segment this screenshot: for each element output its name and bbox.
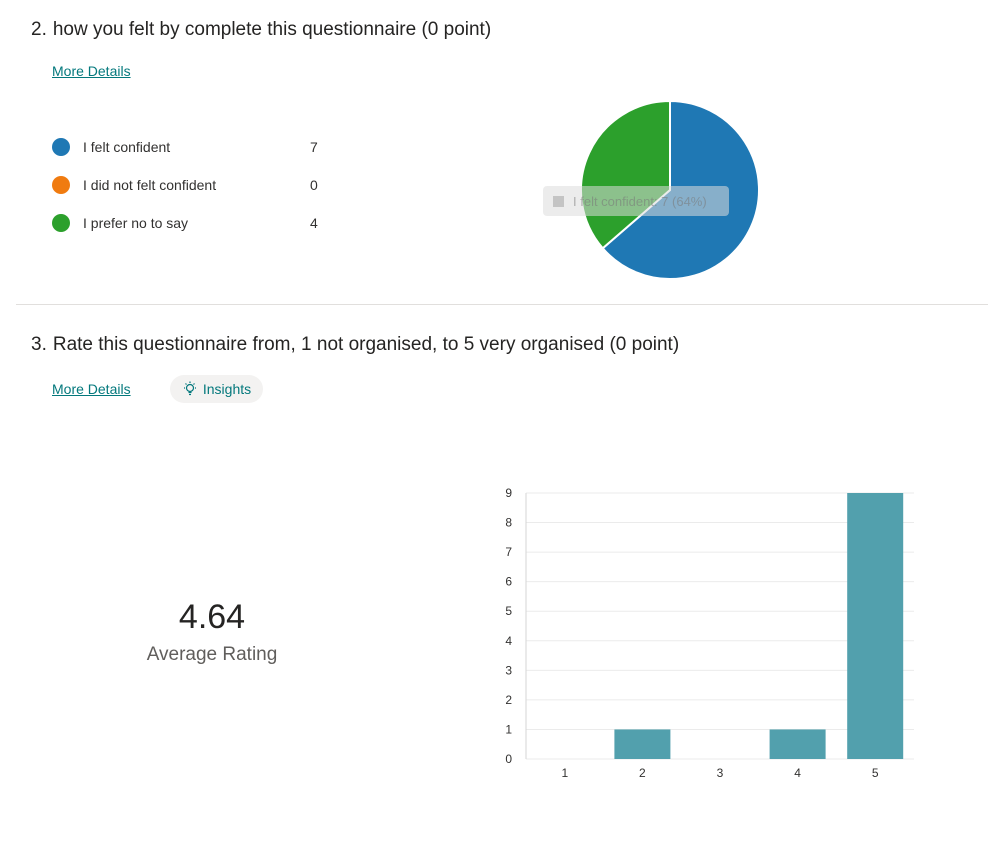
legend-label: I felt confident	[83, 139, 171, 155]
y-tick-label: 0	[505, 752, 512, 766]
legend-dot-icon	[52, 176, 70, 194]
y-tick-label: 3	[505, 663, 512, 677]
question-3-more-details-link[interactable]: More Details	[52, 381, 131, 397]
legend-label: I did not felt confident	[83, 177, 217, 193]
x-tick-label: 5	[872, 766, 879, 780]
x-tick-label: 3	[717, 766, 724, 780]
question-2-number: 2.	[31, 19, 47, 40]
question-2-more-details-link[interactable]: More Details	[52, 63, 131, 79]
bar[interactable]	[614, 729, 671, 759]
x-tick-label: 2	[639, 766, 646, 780]
pie-tooltip: I felt confident: 7 (64%)	[543, 186, 729, 216]
average-rating-label: Average Rating	[146, 644, 278, 665]
bar[interactable]	[769, 729, 826, 759]
x-tick-label: 4	[794, 766, 801, 780]
y-tick-label: 7	[505, 545, 512, 559]
legend-count: 0	[310, 177, 318, 193]
y-tick-label: 8	[505, 516, 512, 530]
lightbulb-icon	[183, 381, 196, 396]
legend-label: I prefer no to say	[83, 215, 189, 231]
y-tick-label: 6	[505, 575, 512, 589]
y-tick-label: 4	[505, 634, 512, 648]
y-tick-label: 2	[505, 693, 512, 707]
x-tick-label: 1	[561, 766, 568, 780]
insights-button[interactable]: Insights	[170, 375, 263, 403]
question-2-title: 2. how you felt by complete this question…	[31, 19, 491, 41]
y-tick-label: 5	[505, 604, 512, 618]
tooltip-swatch	[553, 195, 564, 207]
legend-item-felt-confident: I felt confident 7	[52, 137, 330, 157]
y-tick-label: 9	[505, 486, 512, 500]
tooltip-text: I felt confident: 7 (64%)	[573, 193, 707, 209]
legend-count: 4	[310, 215, 318, 231]
question-3-title: 3. Rate this questionnaire from, 1 not or…	[31, 334, 679, 356]
question-2-text: how you felt by complete this questionna…	[52, 19, 492, 40]
legend-count: 7	[310, 139, 318, 155]
question-3-number: 3.	[31, 334, 47, 355]
bar-chart: 0 1 2 3 4 5 6 7 8 9 1 2 3 4 5	[505, 486, 914, 780]
y-tick-label: 1	[505, 722, 512, 736]
average-rating-value: 4.64	[178, 598, 246, 636]
legend-dot-icon	[52, 214, 70, 232]
legend-dot-icon	[52, 138, 70, 156]
section-divider	[16, 304, 988, 305]
bar[interactable]	[847, 493, 904, 759]
insights-label: Insights	[202, 381, 252, 397]
legend-item-not-confident: I did not felt confident 0	[52, 175, 330, 195]
question-3-text: Rate this questionnaire from, 1 not orga…	[52, 334, 680, 355]
legend-item-prefer-not-to-say: I prefer no to say 4	[52, 213, 330, 233]
